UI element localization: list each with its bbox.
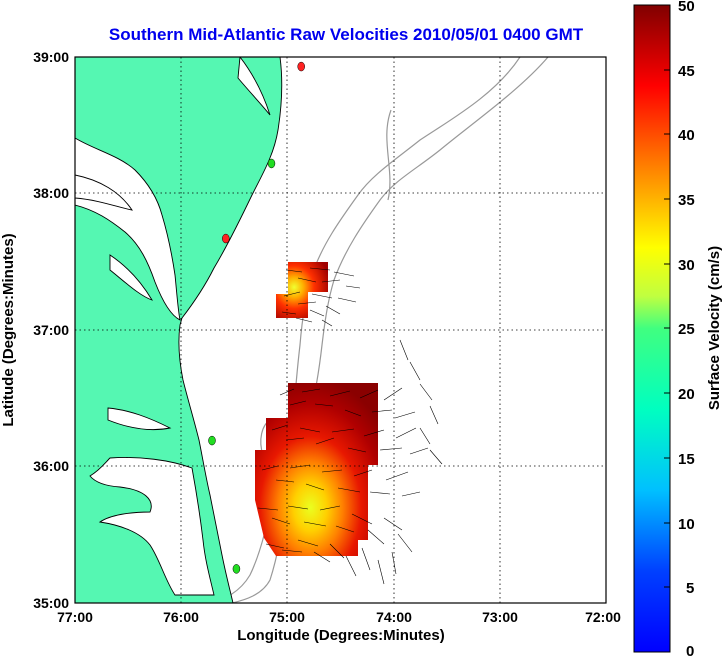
station-marker-active xyxy=(232,564,241,574)
x-tick-label: 75:00 xyxy=(269,609,305,625)
x-tick-label: 74:00 xyxy=(376,609,412,625)
y-tick-label: 38:00 xyxy=(33,185,69,201)
y-tick-labels: 39:00 38:00 37:00 36:00 35:00 xyxy=(33,49,69,611)
colorbar-tick-label: 15 xyxy=(678,451,695,468)
colorbar-tick-label: 35 xyxy=(678,192,695,209)
colorbar-label: Surface Velocity (cm/s) xyxy=(706,246,723,410)
x-tick-label: 77:00 xyxy=(57,609,93,625)
x-tick-label: 76:00 xyxy=(163,609,199,625)
plot-area xyxy=(75,57,606,603)
colorbar-tick-label: 0 xyxy=(686,643,694,659)
colorbar-tick-label: 10 xyxy=(678,516,695,533)
chart-title: Southern Mid-Atlantic Raw Velocities 201… xyxy=(109,25,584,44)
colorbar: 50 45 40 35 30 25 20 15 10 5 0 Surface V… xyxy=(633,0,723,659)
plot-frame xyxy=(74,56,607,604)
velocity-patch-north xyxy=(276,262,328,318)
station-marker-inactive xyxy=(222,233,230,244)
colorbar-tick-label: 30 xyxy=(678,257,695,274)
colorbar-tick-label: 25 xyxy=(678,321,695,338)
y-tick-label: 35:00 xyxy=(33,595,69,611)
y-tick-label: 39:00 xyxy=(33,49,69,65)
colorbar-tick-label: 40 xyxy=(678,127,695,144)
velocity-field-south xyxy=(255,339,443,585)
colorbar-tick-label: 20 xyxy=(678,386,695,403)
x-axis-label: Longitude (Degrees:Minutes) xyxy=(237,627,445,644)
colorbar-tick-label: 5 xyxy=(686,580,694,597)
velocity-vectors-south xyxy=(257,339,443,585)
y-axis-label: Latitude (Degrees:Minutes) xyxy=(0,233,17,426)
station-marker-active xyxy=(208,435,216,446)
grid xyxy=(75,57,606,603)
y-tick-label: 37:00 xyxy=(33,322,69,338)
velocity-vectors-north xyxy=(281,267,361,327)
velocity-patch-south xyxy=(255,383,378,556)
colorbar-ticks xyxy=(664,4,670,653)
colorbar-tick-label: 50 xyxy=(678,0,695,15)
x-tick-label: 72:00 xyxy=(585,609,621,625)
velocity-field-north xyxy=(276,262,361,327)
station-marker-inactive xyxy=(297,61,305,72)
x-tick-labels: 77:00 76:00 75:00 74:00 73:00 72:00 xyxy=(57,609,621,625)
station-marker-active xyxy=(267,158,276,169)
radar-stations xyxy=(208,61,305,574)
y-tick-label: 36:00 xyxy=(33,458,69,474)
colorbar-tick-label: 45 xyxy=(678,63,695,80)
land xyxy=(75,57,283,603)
x-tick-label: 73:00 xyxy=(482,609,518,625)
